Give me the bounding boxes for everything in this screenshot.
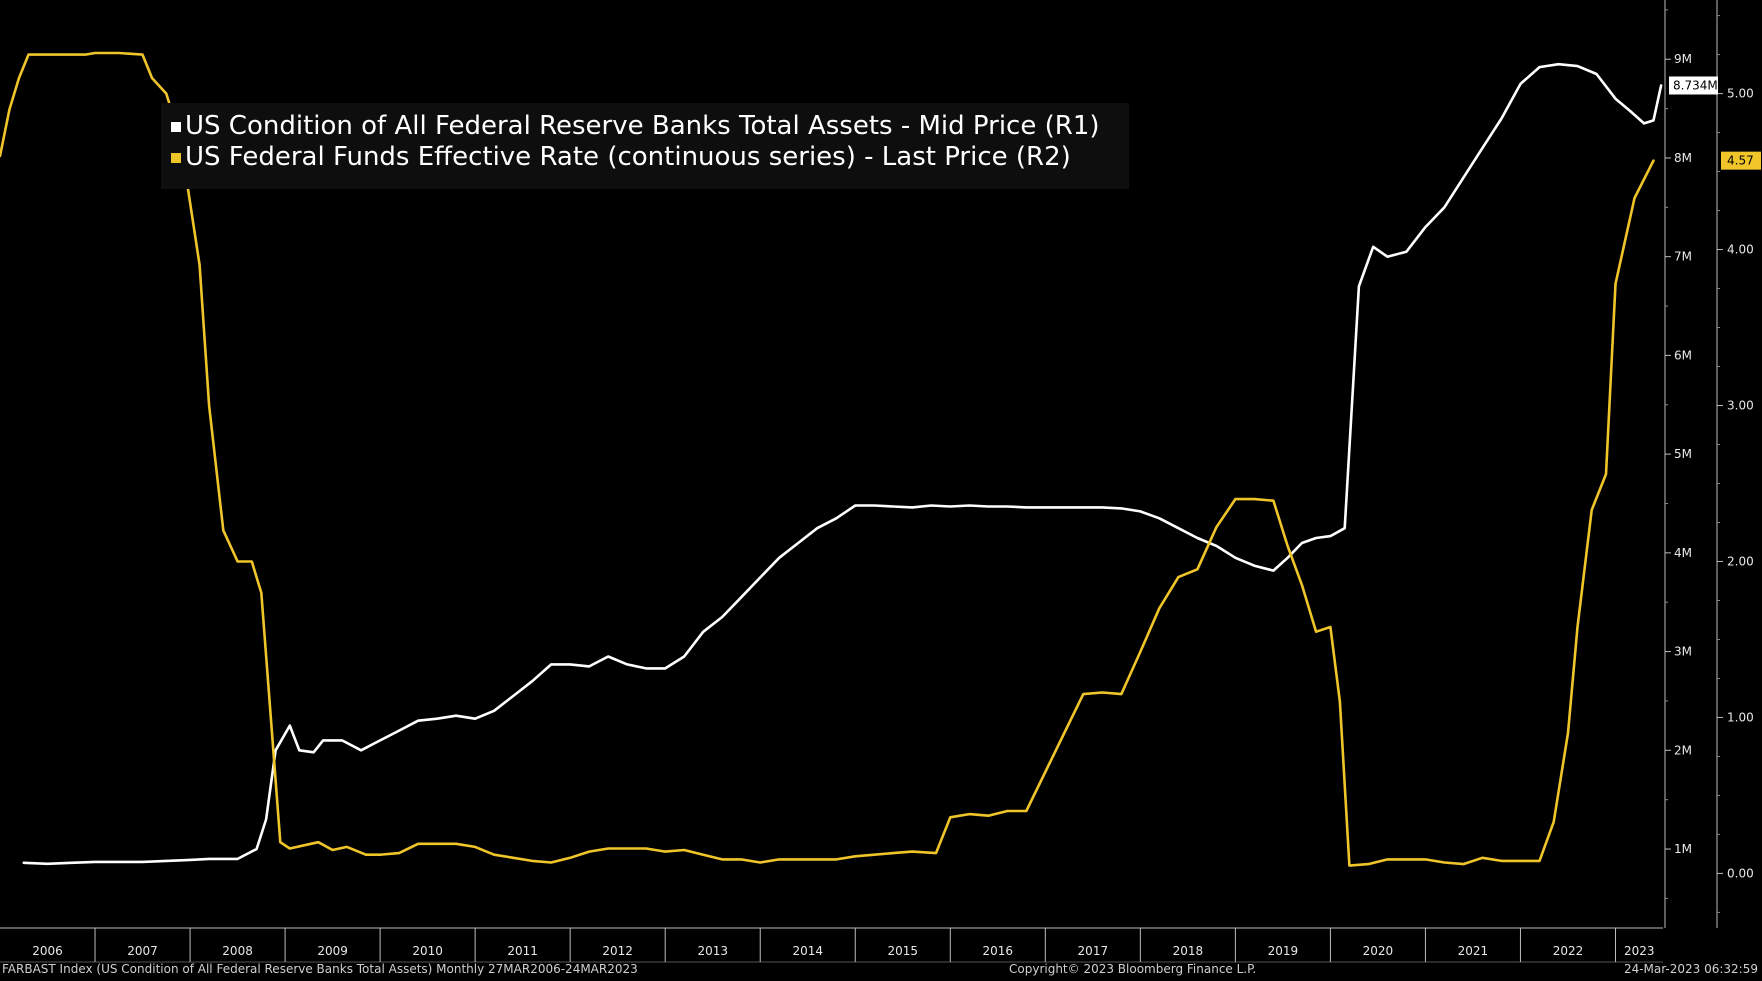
legend-label-r2: US Federal Funds Effective Rate (continu… [185, 142, 1071, 172]
legend-item-r2: US Federal Funds Effective Rate (continu… [171, 142, 1129, 173]
x-tick-label: 2011 [507, 944, 538, 958]
x-tick-label: 2016 [983, 944, 1014, 958]
r1-tick-label: 5M [1674, 447, 1692, 461]
r2-tick-label: 1.00 [1727, 710, 1754, 724]
series-line-r2 [0, 51, 1655, 867]
x-tick-label: 2020 [1363, 944, 1394, 958]
x-tick-label: 2022 [1553, 944, 1584, 958]
x-tick-label: 2009 [317, 944, 348, 958]
x-tick-label: 2014 [792, 944, 823, 958]
x-tick-label: 2010 [412, 944, 443, 958]
legend-label-r1: US Condition of All Federal Reserve Bank… [185, 111, 1100, 141]
x-tick-label: 2013 [697, 944, 728, 958]
r1-tick-label: 7M [1674, 250, 1692, 264]
footer-copyright: Copyright© 2023 Bloomberg Finance L.P. [1009, 962, 1257, 976]
r2-last-value-label: 4.57 [1727, 154, 1754, 168]
r2-tick-label: 3.00 [1727, 399, 1754, 413]
legend-swatch-r2 [171, 152, 181, 163]
r1-last-value-tag [1669, 76, 1718, 95]
r2-tick-label: 2.00 [1727, 554, 1754, 568]
r2-tick-label: 5.00 [1727, 87, 1754, 101]
footer-security-info: FARBAST Index (US Condition of All Feder… [2, 962, 638, 976]
r2-last-value-tag [1721, 151, 1761, 170]
x-tick-label: 2018 [1173, 944, 1204, 958]
x-tick-label: 2019 [1268, 944, 1299, 958]
legend-swatch-r1 [171, 121, 181, 132]
r1-tick-label: 6M [1674, 348, 1692, 362]
chart-legend: US Condition of All Federal Reserve Bank… [161, 103, 1129, 189]
x-tick-label: 2008 [222, 944, 253, 958]
x-tick-label: 2021 [1458, 944, 1489, 958]
r2-tick-label: 0.00 [1727, 866, 1754, 880]
r1-tick-label: 8M [1674, 151, 1692, 165]
r1-tick-label: 2M [1674, 743, 1692, 757]
x-tick-label: 2007 [127, 944, 158, 958]
series-line-r1 [22, 62, 1663, 866]
x-tick-label: 2023 [1624, 944, 1655, 958]
x-tick-label: 2006 [32, 944, 63, 958]
r1-last-value-label: 8.734M [1673, 78, 1718, 92]
r2-tick-label: 4.00 [1727, 243, 1754, 257]
footer-timestamp: 24-Mar-2023 06:32:59 [1623, 962, 1758, 976]
r1-tick-label: 4M [1674, 546, 1692, 560]
r1-tick-label: 1M [1674, 842, 1692, 856]
x-tick-label: 2015 [887, 944, 918, 958]
x-tick-label: 2012 [602, 944, 633, 958]
legend-item-r1: US Condition of All Federal Reserve Bank… [171, 111, 1129, 142]
x-tick-label: 2017 [1078, 944, 1109, 958]
r1-tick-label: 9M [1674, 52, 1692, 66]
r1-tick-label: 3M [1674, 645, 1692, 659]
